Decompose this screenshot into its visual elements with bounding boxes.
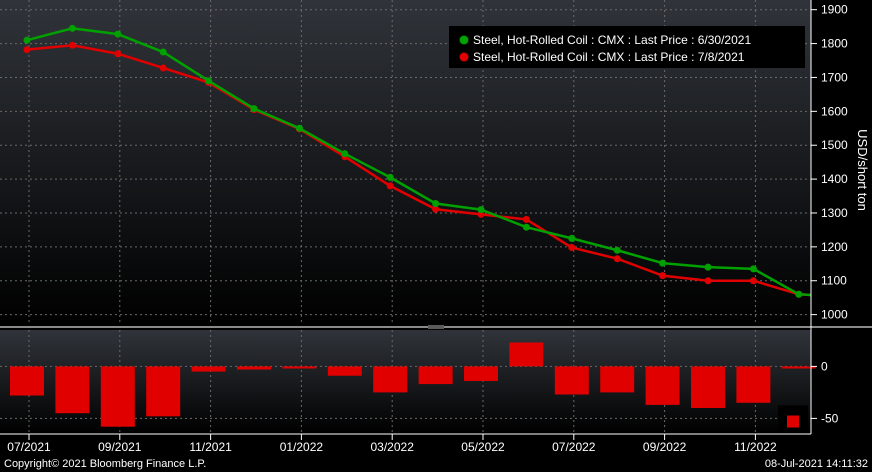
upper-y-axis: 1900 1800 1700 1600 1500 1400 1300 1200 1100 1000 — [811, 3, 848, 322]
data-point — [159, 64, 167, 72]
lower-y-axis: 0 -50 — [811, 359, 839, 425]
data-point — [749, 277, 757, 285]
bar — [282, 366, 317, 369]
bar-series — [10, 342, 816, 432]
data-point — [704, 277, 712, 285]
data-point — [23, 36, 31, 44]
legend-box — [449, 26, 805, 68]
x-tick-label: 11/2022 — [734, 440, 777, 454]
x-tick-label: 01/2022 — [280, 440, 324, 454]
data-point — [23, 46, 31, 54]
data-point — [613, 246, 621, 254]
bar — [600, 366, 635, 393]
bar — [645, 366, 680, 405]
bar — [191, 366, 226, 372]
x-tick-label: 09/2021 — [98, 440, 142, 454]
data-point — [159, 48, 167, 56]
data-point — [568, 244, 576, 252]
bar — [237, 366, 271, 370]
data-point — [704, 263, 712, 271]
data-point — [68, 41, 76, 49]
bar — [146, 366, 181, 417]
timestamp-text: 08-Jul-2021 14:11:32 — [765, 458, 868, 470]
y-tick-label: 1100 — [821, 274, 847, 288]
data-point — [250, 105, 258, 113]
data-point — [432, 199, 440, 207]
copyright-text: Copyright© 2021 Bloomberg Finance L.P. — [4, 458, 206, 470]
bar — [418, 366, 453, 385]
y-tick-label: 1200 — [821, 240, 848, 254]
data-point — [386, 182, 394, 190]
divider-handle-icon[interactable] — [428, 325, 444, 329]
legend-entry-1: Steel, Hot-Rolled Coil : CMX : Last Pric… — [473, 33, 751, 47]
data-point — [68, 24, 76, 32]
legend-entry-2: Steel, Hot-Rolled Coil : CMX : Last Pric… — [473, 50, 745, 64]
data-point — [114, 50, 122, 58]
y-axis-label: USD/short ton — [855, 129, 870, 211]
data-point — [522, 223, 530, 231]
data-point — [522, 215, 530, 223]
last-value-marker — [787, 415, 799, 428]
data-point — [477, 206, 485, 214]
y-tick-label: 1000 — [821, 308, 848, 322]
bar — [10, 366, 44, 396]
y-tick-label: 1700 — [821, 70, 848, 84]
data-point — [205, 77, 213, 85]
x-tick-label: 07/2022 — [552, 440, 596, 454]
data-point — [613, 255, 621, 263]
bar — [781, 366, 816, 369]
data-point — [659, 272, 667, 280]
data-point — [659, 259, 667, 267]
bar — [554, 366, 589, 395]
legend-marker-red-icon — [459, 52, 469, 62]
y-tick-label: 0 — [821, 359, 828, 373]
y-tick-label: -50 — [821, 411, 839, 425]
bar — [509, 342, 544, 367]
bar — [691, 366, 725, 408]
bar — [373, 366, 408, 393]
y-tick-label: 1500 — [821, 138, 848, 152]
data-point — [568, 234, 576, 242]
y-tick-label: 1300 — [821, 206, 848, 220]
line-series — [23, 24, 812, 298]
x-tick-label: 07/2021 — [7, 440, 51, 454]
y-tick-label: 1900 — [821, 3, 848, 17]
x-tick-label: 03/2022 — [371, 440, 415, 454]
data-point — [432, 205, 440, 213]
x-axis: 07/2021 09/2021 11/2021 01/2022 03/2022 05/20… — [7, 434, 777, 454]
data-point — [341, 150, 349, 158]
y-tick-label: 1800 — [821, 37, 848, 51]
x-tick-label: 11/2021 — [189, 440, 232, 454]
data-point — [795, 290, 803, 298]
upper-grid — [0, 0, 811, 325]
data-point — [295, 124, 303, 132]
legend: Steel, Hot-Rolled Coil : CMX : Last Pric… — [449, 26, 805, 68]
x-tick-label: 09/2022 — [643, 440, 687, 454]
bar — [464, 366, 498, 381]
bar — [55, 366, 90, 414]
data-point — [114, 30, 122, 38]
legend-marker-green-icon — [459, 35, 469, 45]
bar — [327, 366, 362, 376]
bar — [736, 366, 771, 403]
x-tick-label: 05/2022 — [461, 440, 505, 454]
data-point — [749, 265, 757, 273]
y-tick-label: 1400 — [821, 172, 848, 186]
data-point — [386, 173, 394, 181]
bar — [100, 366, 135, 427]
y-tick-label: 1600 — [821, 104, 848, 118]
